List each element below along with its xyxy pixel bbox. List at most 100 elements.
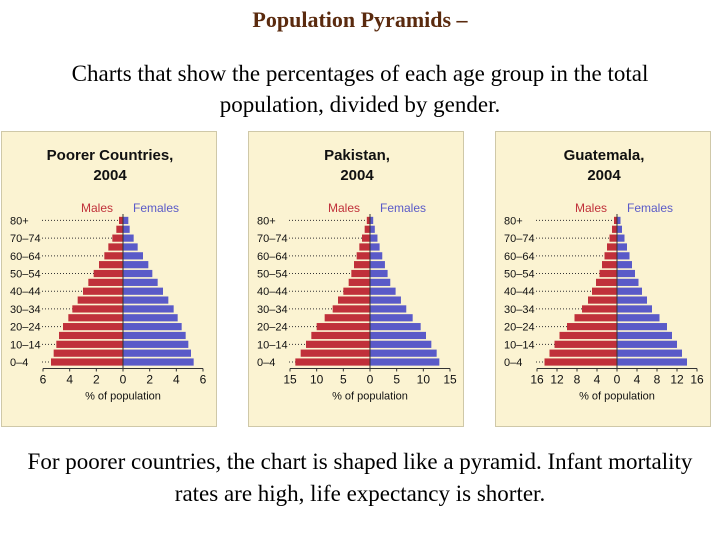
bar-female: [617, 269, 635, 278]
bar-male: [592, 287, 617, 295]
bar-male: [604, 252, 617, 260]
legend-females: Females: [133, 201, 179, 215]
bar-female: [617, 331, 672, 340]
chart-panel-poorer-countries: Poorer Countries, 2004 Males Females 80+ 70…: [1, 131, 217, 427]
x-tick-label: 15: [283, 372, 297, 386]
bar-female: [370, 349, 437, 357]
bar-male: [295, 358, 370, 366]
y-tick-label: 70–74: [10, 233, 41, 245]
bar-male: [599, 269, 617, 278]
x-tick-label: 5: [340, 372, 347, 386]
bar-female: [617, 287, 642, 295]
bar-male: [68, 314, 123, 322]
chart-title-line2: 2004: [587, 167, 621, 184]
bar-male: [559, 331, 617, 340]
chart-title-line1: Guatemala,: [563, 147, 645, 164]
bar-female: [617, 243, 627, 251]
x-tick-label: 0: [614, 372, 621, 386]
bar-female: [123, 323, 182, 331]
bar-male: [574, 314, 617, 322]
bar-male: [59, 331, 123, 340]
chart-title: Pakistan, 2004: [249, 146, 465, 186]
y-tick-label: 50–54: [257, 269, 288, 281]
bar-male: [609, 234, 617, 242]
chart-title-line1: Pakistan,: [324, 147, 390, 164]
bar-male: [324, 314, 370, 322]
x-tick-label: 5: [393, 372, 400, 386]
y-tick-label: 20–24: [10, 322, 41, 334]
x-tick-label: 10: [417, 372, 431, 386]
bar-male: [544, 358, 617, 366]
bar-male: [316, 323, 370, 331]
x-axis-label: % of population: [579, 390, 655, 402]
bar-male: [588, 296, 617, 304]
bar-female: [617, 225, 622, 233]
bar-male: [354, 261, 370, 269]
chart-panel-pakistan: Pakistan, 2004 Males Females 80+ 70–74 60–64…: [248, 131, 464, 427]
y-tick-label: 10–14: [504, 339, 535, 351]
bar-female: [617, 261, 632, 269]
x-tick-label: 12: [550, 372, 564, 386]
bar-female: [617, 296, 647, 304]
bar-male: [53, 349, 123, 357]
bar-female: [123, 216, 129, 225]
x-tick-label: 0: [367, 372, 374, 386]
bar-female: [370, 269, 388, 278]
bar-male: [364, 225, 370, 233]
bar-male: [104, 252, 123, 260]
slide-footer-text: For poorer countries, the chart is shape…: [27, 449, 693, 506]
bar-male: [311, 331, 370, 340]
bar-female: [370, 261, 385, 269]
bar-female: [370, 296, 401, 304]
x-tick-label: 10: [310, 372, 324, 386]
y-tick-label: 20–24: [504, 322, 535, 334]
y-tick-label: 50–54: [504, 269, 535, 281]
chart-title-line2: 2004: [93, 167, 127, 184]
bar-female: [370, 278, 391, 286]
bar-male: [300, 349, 370, 357]
bar-male: [306, 340, 370, 348]
x-tick-label: 4: [66, 372, 73, 386]
legend-males: Males: [81, 201, 113, 215]
x-tick-label: 16: [530, 372, 544, 386]
x-tick-label: 4: [173, 372, 180, 386]
y-tick-label: 30–34: [10, 304, 41, 316]
bar-female: [370, 225, 375, 233]
bar-female: [617, 234, 625, 242]
x-tick-label: 2: [93, 372, 100, 386]
bar-male: [549, 349, 617, 357]
bar-female: [123, 305, 174, 313]
x-tick-label: 0: [120, 372, 127, 386]
y-tick-label: 40–44: [10, 286, 41, 298]
x-tick-label: 16: [690, 372, 704, 386]
slide-title: Population Pyramids –: [252, 7, 468, 32]
y-tick-label: 10–14: [10, 339, 41, 351]
bar-male: [567, 323, 617, 331]
bar-female: [617, 252, 630, 260]
y-tick-label: 20–24: [257, 322, 288, 334]
chart-title-line2: 2004: [340, 167, 374, 184]
bar-female: [123, 340, 189, 348]
bar-male: [116, 225, 123, 233]
bar-female: [123, 261, 149, 269]
bar-female: [370, 331, 426, 340]
bar-female: [370, 287, 396, 295]
x-tick-label: 15: [443, 372, 457, 386]
bar-male: [596, 278, 617, 286]
bar-female: [370, 314, 413, 322]
pyramid-chart-poorer-countries: Males Females80+70–7460–6450–5440–4430–34…: [10, 201, 207, 402]
bar-male: [554, 340, 617, 348]
bar-male: [88, 278, 123, 286]
bar-male: [332, 305, 370, 313]
x-tick-label: 6: [40, 372, 47, 386]
x-tick-label: 8: [574, 372, 581, 386]
bar-male: [348, 278, 370, 286]
bar-female: [123, 358, 194, 366]
bar-female: [123, 349, 191, 357]
bar-female: [617, 340, 677, 348]
bar-male: [83, 287, 123, 295]
bar-female: [617, 314, 660, 322]
bar-female: [617, 278, 639, 286]
bar-female: [617, 349, 682, 357]
y-tick-label: 70–74: [504, 233, 535, 245]
